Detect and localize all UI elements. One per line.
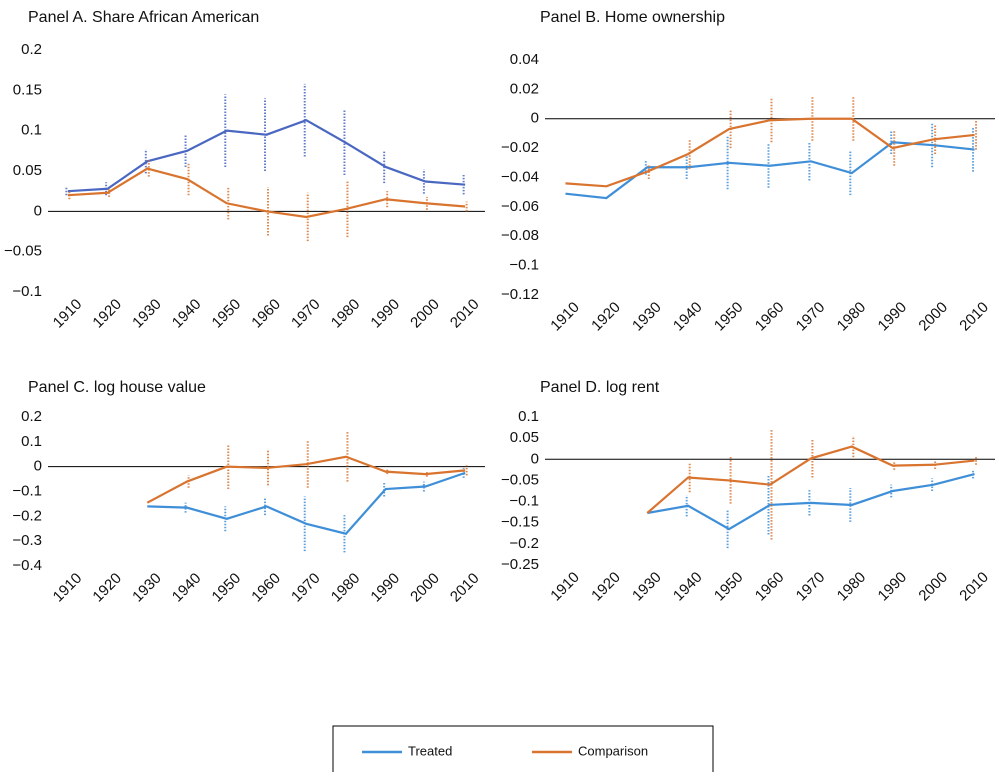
y-tick-label: −0.1 [12,283,42,300]
x-tick-label: 1950 [209,570,245,606]
x-tick-label: 1930 [129,296,165,332]
x-tick-label: 1910 [50,570,86,606]
x-tick-label: 1930 [129,570,165,606]
x-tick-label: 1970 [288,296,324,332]
y-tick-label: −0.2 [509,535,539,552]
x-tick-label: 2000 [407,570,443,606]
y-tick-label: 0.15 [13,81,42,98]
x-tick-label: 2000 [915,569,951,605]
x-tick-label: 1960 [248,296,284,332]
series-line [147,471,466,535]
x-tick-label: 1990 [367,296,403,332]
x-tick-label: 1920 [588,299,624,335]
y-tick-label: 0 [34,458,42,475]
x-tick-label: 2000 [915,299,951,335]
y-tick-label: −0.1 [509,257,539,274]
x-tick-label: 1960 [752,569,788,605]
panel-title: Panel C. log house value [28,379,206,396]
y-tick-label: 0.05 [510,429,539,446]
y-tick-label: 0.04 [510,51,539,68]
x-tick-label: 1980 [328,570,364,606]
y-tick-label: −0.12 [501,286,539,303]
series-line [67,118,466,193]
y-tick-label: 0.1 [21,122,42,139]
series-line [646,445,975,514]
y-tick-label: −0.05 [4,243,42,260]
panel-title: Panel D. log rent [540,379,660,396]
x-tick-label: 1980 [834,299,870,335]
x-tick-label: 1990 [875,569,911,605]
series-line [67,167,466,219]
x-tick-label: 1980 [328,296,364,332]
x-tick-label: 1950 [711,299,747,335]
x-tick-label: 1920 [588,569,624,605]
y-tick-label: −0.25 [501,556,539,573]
x-tick-label: 2010 [447,296,483,332]
x-tick-label: 1990 [875,299,911,335]
x-tick-label: 1970 [793,299,829,335]
y-tick-label: −0.4 [12,557,42,574]
y-tick-label: −0.1 [12,482,42,499]
x-tick-label: 2000 [407,296,443,332]
x-tick-label: 1940 [670,299,706,335]
x-tick-label: 1930 [629,569,665,605]
x-tick-label: 1930 [629,299,665,335]
y-tick-label: −0.08 [501,227,539,244]
x-tick-label: 2010 [956,569,992,605]
x-tick-label: 1960 [752,299,788,335]
legend-box [332,725,714,777]
y-tick-label: 0 [531,450,539,467]
y-tick-label: 0.1 [518,408,539,425]
y-tick-label: −0.02 [501,139,539,156]
series-line [647,473,975,531]
x-tick-label: 1990 [367,570,403,606]
y-tick-label: 0.1 [21,433,42,450]
x-tick-label: 1910 [547,569,583,605]
y-tick-label: −0.3 [12,532,42,549]
y-tick-label: 0.05 [13,162,42,179]
series-line [565,117,975,188]
x-tick-label: 1940 [670,569,706,605]
legend-label: Comparison [578,743,648,758]
x-tick-label: 1920 [89,296,125,332]
legend-label: Treated [408,743,452,758]
y-tick-label: −0.06 [501,198,539,215]
y-tick-label: −0.15 [501,514,539,531]
x-tick-label: 1970 [288,570,324,606]
series-line [565,141,975,200]
y-tick-label: 0 [531,110,539,127]
x-tick-label: 2010 [956,299,992,335]
x-tick-label: 1940 [169,570,205,606]
x-tick-label: 1910 [50,296,86,332]
x-tick-label: 1950 [209,296,245,332]
panel-title: Panel A. Share African American [28,9,259,26]
series-line [146,455,466,504]
y-tick-label: −0.1 [509,493,539,510]
x-tick-label: 1910 [547,299,583,335]
x-tick-label: 1970 [793,569,829,605]
y-tick-label: −0.04 [501,168,539,185]
x-tick-label: 1920 [89,570,125,606]
x-tick-label: 1940 [169,296,205,332]
y-tick-label: 0 [34,202,42,219]
x-tick-label: 2010 [447,570,483,606]
y-tick-label: 0.2 [21,41,42,58]
y-tick-label: 0.2 [21,408,42,425]
y-tick-label: −0.2 [12,507,42,524]
y-tick-label: −0.05 [501,471,539,488]
x-tick-label: 1960 [248,570,284,606]
y-tick-label: 0.02 [510,80,539,97]
panel-title: Panel B. Home ownership [540,9,725,26]
x-tick-label: 1950 [711,569,747,605]
x-tick-label: 1980 [834,569,870,605]
